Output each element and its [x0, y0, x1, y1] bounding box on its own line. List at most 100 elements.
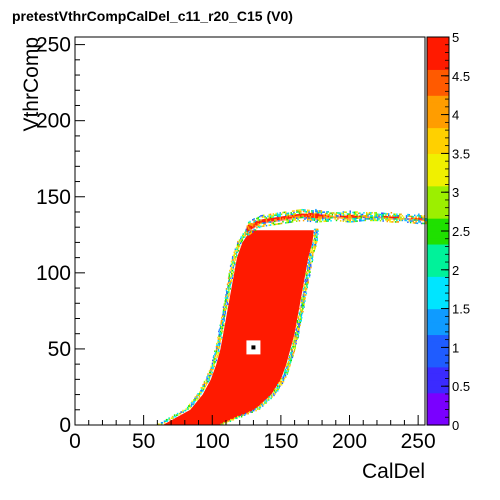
edge-cell — [295, 329, 298, 331]
edge-cell — [314, 237, 316, 240]
edge-cell — [232, 265, 234, 267]
plateau-cell — [276, 218, 279, 221]
edge-cell — [302, 298, 305, 301]
edge-cell — [305, 272, 307, 275]
edge-cell — [215, 347, 218, 349]
plateau-cell — [368, 211, 371, 214]
edge-cell — [210, 368, 213, 371]
plateau-cell — [328, 214, 331, 216]
plateau-cell — [335, 219, 338, 222]
edge-cell — [312, 243, 314, 246]
edge-cell — [304, 297, 306, 299]
plateau-cell — [298, 219, 301, 222]
edge-cell — [235, 251, 238, 254]
plateau-cell — [253, 224, 255, 226]
plateau-cell — [295, 217, 298, 219]
edge-cell — [302, 295, 304, 298]
edge-cell — [292, 341, 295, 343]
edge-cell — [188, 406, 190, 409]
plateau-cell — [311, 214, 313, 217]
plateau-cell — [396, 213, 398, 216]
edge-cell — [309, 271, 311, 273]
edge-cell — [190, 402, 193, 404]
plateau-cell — [382, 214, 384, 216]
edge-cell — [217, 336, 219, 339]
edge-cell — [239, 240, 241, 243]
edge-cell — [227, 277, 230, 279]
edge-cell — [308, 260, 311, 263]
chart-title: pretestVthrCompCalDel_c11_r20_C15 (V0) — [12, 8, 293, 24]
plateau-cell — [267, 218, 269, 221]
plateau-cell — [331, 215, 334, 217]
edge-cell — [187, 408, 190, 410]
plateau-cell — [312, 214, 314, 217]
edge-cell — [242, 414, 244, 416]
plateau-cell — [308, 217, 310, 219]
plateau-cell — [313, 213, 316, 215]
plateau-cell — [264, 220, 266, 223]
plateau-cell — [418, 213, 420, 216]
edge-cell — [299, 315, 302, 318]
edge-cell — [214, 361, 216, 363]
plateau-cell — [423, 222, 426, 225]
edge-cell — [232, 272, 234, 275]
edge-cell — [237, 250, 240, 252]
edge-cell — [241, 414, 243, 416]
edge-cell — [296, 320, 299, 322]
edge-cell — [229, 280, 231, 283]
edge-cell — [205, 379, 208, 381]
edge-cell — [218, 335, 220, 337]
plateau-cell — [285, 212, 287, 215]
color-palette: 0 0.5 1 1.5 2 2.5 3 3.5 4 4.5 5 — [426, 30, 470, 433]
plateau-cell — [389, 220, 391, 223]
edge-cell — [188, 403, 191, 406]
edge-cell — [304, 286, 307, 289]
edge-cell — [304, 283, 306, 286]
plateau-cell — [280, 213, 283, 216]
edge-cell — [228, 283, 231, 286]
edge-cell — [299, 324, 301, 327]
plateau-cell — [379, 213, 382, 216]
palette-cell — [427, 114, 449, 122]
edge-cell — [310, 251, 312, 254]
y-tick-label: 0 — [59, 414, 71, 437]
plateau-cell — [253, 219, 255, 222]
edge-cell — [200, 386, 202, 389]
edge-cell — [209, 374, 212, 377]
palette-cell — [427, 373, 449, 381]
plateau-cell — [301, 213, 303, 216]
edge-cell — [231, 275, 233, 278]
plateau-cell — [283, 216, 286, 218]
plateau-cell — [275, 217, 277, 219]
plateau-cell — [263, 225, 265, 227]
edge-cell — [303, 286, 306, 289]
edge-cell — [303, 285, 305, 287]
plateau-cell — [363, 216, 365, 219]
edge-cell — [287, 368, 290, 371]
edge-cell — [226, 295, 229, 298]
plateau-cell — [418, 216, 420, 219]
plateau-cell — [396, 215, 398, 217]
edge-cell — [313, 228, 316, 231]
plateau-cell — [350, 214, 353, 217]
plateau-cell — [400, 216, 402, 219]
plateau-cell — [394, 215, 397, 217]
edge-cell — [226, 292, 228, 295]
edge-cell — [211, 373, 213, 375]
plateau-cell — [394, 216, 397, 219]
edge-cell — [285, 371, 287, 374]
plateau-cell — [264, 217, 266, 220]
plateau-cell — [385, 215, 387, 218]
edge-cell — [230, 278, 233, 281]
plateau-core — [246, 213, 425, 234]
plateau-cell — [263, 222, 265, 224]
edge-cell — [287, 367, 290, 369]
edge-cell — [228, 291, 230, 293]
edge-cell — [227, 286, 229, 289]
edge-cell — [201, 390, 203, 392]
edge-cell — [314, 234, 317, 237]
edge-cell — [224, 313, 226, 316]
plateau-cell — [291, 214, 294, 217]
plateau-cell — [392, 221, 394, 223]
edge-cell — [219, 341, 221, 343]
